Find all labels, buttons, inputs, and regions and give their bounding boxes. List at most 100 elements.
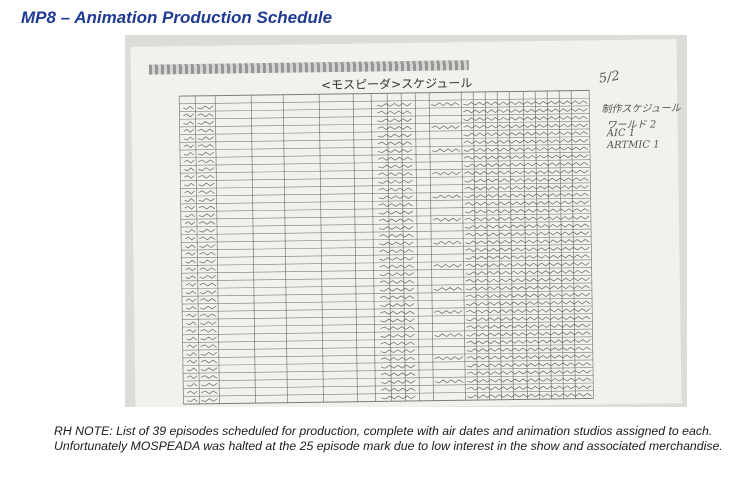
handwritten-scribble (201, 390, 218, 395)
grid-row-line (182, 321, 593, 328)
grid-row-line (182, 305, 593, 313)
handwritten-scribble (199, 259, 216, 264)
handwritten-scribble (197, 121, 214, 125)
handwritten-scribble (186, 359, 198, 364)
handwritten-scribble (380, 372, 416, 377)
handwritten-scribble (466, 339, 591, 345)
handwritten-scribble (184, 221, 196, 226)
handwritten-scribble (199, 251, 216, 256)
handwritten-scribble (200, 344, 217, 349)
handwritten-scribble (377, 125, 412, 130)
handwritten-scribble (378, 202, 413, 207)
page-title: MP8 – Animation Production Schedule (21, 8, 333, 27)
handwritten-scribble (184, 175, 195, 179)
handwritten-scribble (185, 298, 197, 303)
grid-column-line (508, 91, 514, 400)
handwritten-scribble (200, 367, 218, 372)
grid-column-line (178, 96, 184, 405)
grid-row-line (180, 205, 591, 212)
handwritten-scribble (463, 115, 588, 122)
grid-row-line (182, 359, 593, 366)
grid-row-line (180, 174, 591, 182)
grid-column-line (472, 92, 478, 401)
handwritten-scribble (378, 179, 413, 184)
handwritten-scribble (465, 254, 590, 260)
grid-row-line (182, 298, 593, 305)
handwritten-scribble (466, 300, 591, 306)
grid-row-line (182, 328, 593, 336)
grid-row-line (183, 367, 594, 374)
handwritten-scribble (463, 146, 589, 152)
handwritten-scribble (183, 121, 194, 126)
handwritten-scribble (463, 131, 588, 137)
handwritten-scribble (187, 382, 198, 387)
handwritten-line: 制作スケジュール (601, 103, 681, 116)
grid-row-line (183, 390, 594, 397)
handwritten-scribble (380, 318, 415, 323)
handwritten-scribble (185, 275, 196, 279)
handwritten-scribble (377, 156, 413, 161)
handwritten-scribble (184, 236, 196, 241)
handwritten-scribble (466, 331, 591, 337)
handwritten-scribble (463, 100, 588, 106)
handwritten-scribble (377, 133, 412, 138)
handwritten-scribble (200, 305, 217, 310)
handwritten-scribble (464, 215, 590, 222)
grid-row-line (179, 128, 590, 135)
handwritten-scribble (183, 105, 194, 110)
handwritten-scribble (201, 382, 218, 387)
grid-column-line (386, 93, 392, 402)
handwritten-scribble (185, 252, 196, 256)
grid-column-line (496, 91, 502, 400)
handwritten-scribble (185, 267, 196, 272)
handwritten-scribble (379, 264, 414, 269)
handwritten-scribble (467, 377, 592, 383)
handwritten-scribble (464, 208, 590, 214)
handwritten-scribble (465, 269, 590, 276)
grid-row-line (180, 190, 591, 197)
handwritten-scribble (199, 267, 216, 272)
grid-row-line (181, 259, 592, 266)
handwritten-scribble (198, 174, 215, 179)
handwritten-scribble (381, 380, 416, 385)
handwritten-scribble (464, 185, 589, 191)
handwritten-scribble (184, 198, 195, 202)
handwritten-scribble (199, 274, 216, 279)
handwritten-scribble (377, 141, 413, 146)
grid-column-line (522, 91, 528, 400)
handwritten-scribble (184, 205, 195, 210)
grid-row-line (180, 167, 591, 174)
handwritten-scribble (435, 379, 464, 384)
handwritten-line: ARTMIC 1 (606, 139, 660, 152)
grid-row-line (180, 159, 591, 166)
handwritten-scribble (380, 356, 416, 361)
handwritten-scribble (466, 354, 592, 360)
grid-column-line (414, 92, 420, 401)
handwritten-scribble (186, 329, 197, 333)
grid-row-line (183, 382, 594, 390)
handwritten-scribble (434, 333, 463, 338)
handwritten-scribble (465, 292, 591, 299)
handwritten-scribble (466, 323, 591, 329)
handwritten-scribble (464, 169, 589, 175)
handwritten-scribble (464, 177, 589, 183)
handwritten-scribble (200, 321, 217, 325)
handwritten-scribble (378, 195, 413, 200)
grid-column-line (370, 93, 376, 402)
handwritten-scribble (464, 223, 590, 229)
handwritten-scribble (187, 390, 198, 395)
grid-row-line (180, 182, 591, 189)
handwritten-scribble (186, 336, 197, 341)
handwritten-scribble (380, 364, 416, 369)
handwritten-scribble (431, 125, 460, 130)
grid-row-line (179, 113, 590, 120)
handwritten-scribble (380, 310, 415, 315)
grid-column-line (428, 92, 434, 401)
grid-row-line (182, 351, 593, 359)
handwritten-scribble (379, 233, 414, 238)
grid-row-line (179, 97, 590, 105)
handwritten-scribble (197, 159, 215, 164)
handwritten-scribble (434, 356, 464, 361)
handwritten-scribble (199, 290, 217, 295)
schedule-photo: <モスピーダ>スケジュール 5/2 制作スケジュール ワールド 2 AIC 1 … (125, 35, 687, 407)
